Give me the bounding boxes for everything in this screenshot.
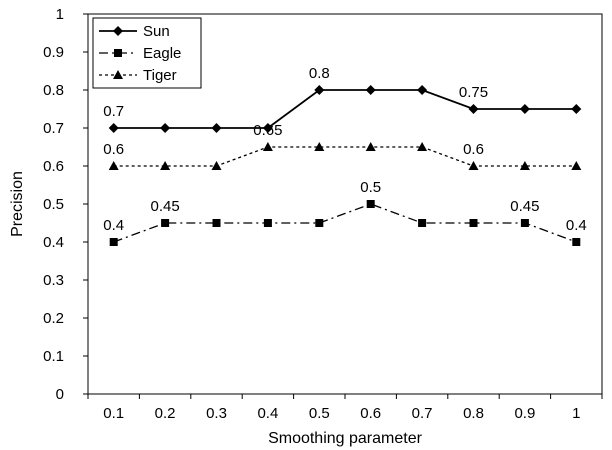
- y-tick-label: 0.8: [43, 82, 64, 99]
- x-tick-label: 0.6: [360, 405, 381, 422]
- series-eagle: [109, 200, 581, 246]
- y-axis-title: Precision: [9, 171, 26, 237]
- data-point-sun: [262, 123, 273, 133]
- y-tick-label: 0.4: [43, 234, 64, 251]
- y-tick-label: 0.7: [43, 120, 64, 137]
- x-tick-label: 0.7: [412, 405, 433, 422]
- data-point-sun: [417, 85, 428, 95]
- data-point-tiger: [211, 161, 222, 170]
- legend-item-tiger: Tiger: [99, 67, 177, 84]
- data-label: 0.6: [103, 141, 124, 158]
- data-label: 0.8: [309, 65, 330, 82]
- data-point-tiger: [417, 142, 428, 151]
- x-tick-label: 0.5: [309, 405, 330, 422]
- data-point-eagle: [161, 219, 170, 227]
- legend-box: [92, 17, 202, 89]
- y-axis-ticks: 0 0.1 0.2 0.3 0.4 0.5 0.6 0.7 0.8 0.9 1: [43, 6, 88, 403]
- y-tick-label: 0.2: [43, 310, 64, 327]
- data-point-eagle: [572, 238, 581, 246]
- series-sun: [108, 85, 582, 133]
- data-labels: 0.7 0.8 0.75 0.6 0.65 0.6 0.4 0.45 0.5 0.45 0.4: [103, 65, 586, 234]
- data-label: 0.4: [566, 217, 587, 234]
- y-tick-label: 0.1: [43, 348, 64, 365]
- data-point-eagle: [520, 219, 529, 227]
- y-tick-label: 1: [56, 6, 64, 23]
- series-line-tiger: [113, 146, 577, 167]
- data-point-sun: [571, 104, 582, 114]
- data-label: 0.45: [510, 198, 539, 215]
- legend-marker: [114, 49, 122, 57]
- data-point-sun: [211, 123, 222, 133]
- series-line-sun: [113, 89, 577, 129]
- series-line-eagle: [113, 203, 577, 243]
- data-point-tiger: [160, 161, 171, 170]
- legend-label: Eagle: [143, 45, 181, 62]
- data-label: 0.5: [360, 179, 381, 196]
- data-point-tiger: [262, 142, 273, 151]
- legend: Sun Eagle Tiger: [92, 17, 202, 89]
- y-tick-label: 0: [56, 386, 64, 403]
- y-tick-label: 0.6: [43, 158, 64, 175]
- data-label: 0.65: [253, 122, 282, 139]
- data-point-eagle: [366, 200, 375, 208]
- x-tick-label: 0.9: [514, 405, 535, 422]
- x-tick-label: 0.8: [463, 405, 484, 422]
- data-point-tiger: [468, 161, 479, 170]
- data-label: 0.45: [150, 198, 179, 215]
- data-point-tiger: [571, 161, 582, 170]
- plot-area-frame: [87, 13, 603, 395]
- legend-item-sun: Sun: [99, 23, 170, 40]
- series-tiger: [108, 142, 582, 170]
- legend-marker: [113, 26, 123, 36]
- y-tick-label: 0.9: [43, 44, 64, 61]
- x-axis-title: Smoothing parameter: [268, 430, 423, 447]
- data-point-sun: [468, 104, 479, 114]
- data-point-sun: [108, 123, 119, 133]
- legend-marker: [113, 70, 123, 79]
- x-tick-label: 0.4: [257, 405, 278, 422]
- data-point-sun: [365, 85, 376, 95]
- data-label: 0.75: [459, 84, 488, 101]
- x-axis-ticks: 0.1 0.2 0.3 0.4 0.5 0.6 0.7 0.8 0.9 1: [87, 394, 603, 422]
- x-tick-label: 0.3: [206, 405, 227, 422]
- legend-item-eagle: Eagle: [99, 45, 181, 62]
- data-point-eagle: [263, 219, 272, 227]
- data-point-eagle: [418, 219, 427, 227]
- data-point-tiger: [365, 142, 376, 151]
- data-point-tiger: [108, 161, 119, 170]
- x-tick-label: 0.2: [155, 405, 176, 422]
- data-point-eagle: [212, 219, 221, 227]
- data-point-eagle: [315, 219, 324, 227]
- y-tick-label: 0.5: [43, 196, 64, 213]
- data-point-eagle: [469, 219, 478, 227]
- data-label: 0.7: [103, 103, 124, 120]
- data-point-sun: [160, 123, 171, 133]
- data-point-eagle: [109, 238, 118, 246]
- legend-label: Sun: [143, 23, 170, 40]
- x-tick-label: 1: [572, 405, 580, 422]
- x-tick-label: 0.1: [103, 405, 124, 422]
- data-point-sun: [519, 104, 530, 114]
- series-layer: [108, 85, 582, 246]
- data-point-tiger: [314, 142, 325, 151]
- data-label: 0.6: [463, 141, 484, 158]
- data-point-sun: [314, 85, 325, 95]
- data-point-tiger: [519, 161, 530, 170]
- legend-label: Tiger: [143, 67, 177, 84]
- data-label: 0.4: [103, 217, 124, 234]
- y-tick-label: 0.3: [43, 272, 64, 289]
